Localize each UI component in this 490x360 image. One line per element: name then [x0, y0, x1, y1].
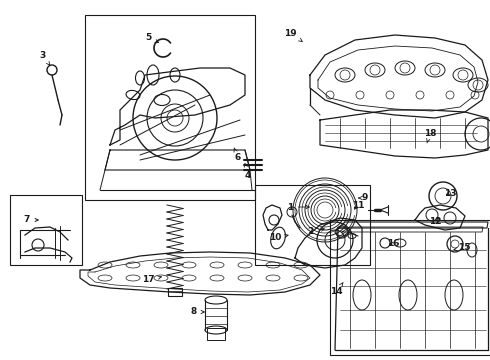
- Text: 8: 8: [191, 307, 204, 316]
- Text: 4: 4: [244, 163, 251, 180]
- Bar: [255, 185, 370, 265]
- Text: 11: 11: [352, 201, 364, 210]
- Text: 2: 2: [307, 228, 324, 237]
- Text: 17: 17: [142, 275, 161, 284]
- Text: 3: 3: [39, 50, 50, 65]
- Text: 16: 16: [387, 239, 399, 248]
- Bar: [330, 220, 490, 355]
- Bar: [10, 195, 82, 265]
- Bar: [85, 15, 255, 200]
- Text: 19: 19: [284, 28, 302, 41]
- Text: 5: 5: [145, 33, 159, 43]
- Text: 9: 9: [359, 194, 368, 202]
- Text: 18: 18: [424, 129, 436, 143]
- Bar: [168, 288, 182, 296]
- Bar: [207, 328, 225, 340]
- Text: 10: 10: [269, 234, 288, 243]
- Text: 13: 13: [444, 189, 456, 198]
- Text: 6: 6: [234, 148, 241, 162]
- Text: 15: 15: [454, 243, 470, 252]
- Text: 1: 1: [287, 202, 309, 211]
- Text: 14: 14: [330, 283, 343, 297]
- Text: 7: 7: [24, 216, 38, 225]
- Text: 12: 12: [429, 217, 441, 226]
